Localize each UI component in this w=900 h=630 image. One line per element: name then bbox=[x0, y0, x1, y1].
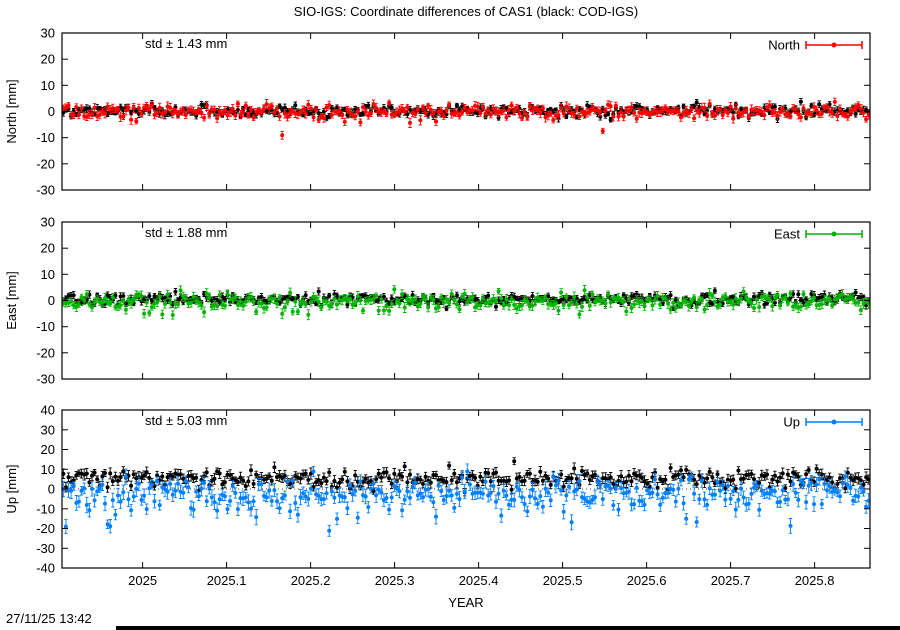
y-axis-label: Up [mm] bbox=[4, 464, 19, 513]
x-tick-label: 2025.8 bbox=[795, 573, 835, 588]
y-tick-label: 10 bbox=[41, 462, 55, 477]
y-tick-label: -40 bbox=[36, 561, 55, 576]
y-tick-label: 20 bbox=[41, 241, 55, 256]
x-tick-label: 2025.7 bbox=[711, 573, 751, 588]
panel-north: 30 20 10 0 -10 -20 -30 North [mm] std ± 1.43 mm N… bbox=[4, 26, 871, 198]
chart-title: SIO-IGS: Coordinate differences of CAS1 … bbox=[293, 4, 639, 19]
legend: North bbox=[768, 38, 863, 53]
legend: Up bbox=[783, 415, 863, 430]
series-SIO-IGS bbox=[62, 463, 870, 537]
legend-label: North bbox=[768, 38, 800, 53]
y-tick-label: 0 bbox=[48, 482, 55, 497]
x-axis-label: YEAR bbox=[448, 595, 484, 610]
series-COD-IGS bbox=[62, 457, 870, 497]
y-tick-label: 0 bbox=[48, 293, 55, 308]
timestamp: 27/11/25 13:42 bbox=[6, 611, 92, 626]
y-tick-label: 20 bbox=[41, 52, 55, 67]
series-SIO-IGS bbox=[62, 285, 870, 321]
x-tick-label: 2025.5 bbox=[543, 573, 583, 588]
std-annotation: std ± 1.88 mm bbox=[145, 225, 227, 240]
panel-up: 40 30 20 10 0 -10 -20 -30 -40 Up [mm] std ± 5.03 m… bbox=[4, 403, 871, 588]
std-annotation: std ± 5.03 mm bbox=[145, 413, 227, 428]
x-tick-label: 2025.2 bbox=[291, 573, 331, 588]
x-tick-label: 2025.3 bbox=[375, 573, 415, 588]
y-axis-label: East [mm] bbox=[4, 271, 19, 330]
legend-marker-icon bbox=[831, 42, 837, 48]
y-axis-label: North [mm] bbox=[4, 79, 19, 143]
x-tick-label: 2025.4 bbox=[459, 573, 499, 588]
std-annotation: std ± 1.43 mm bbox=[145, 36, 227, 51]
x-tick-label: 2025 bbox=[128, 573, 157, 588]
y-tick-label: 20 bbox=[41, 442, 55, 457]
y-tick-label: -30 bbox=[36, 372, 55, 387]
y-tick-label: -10 bbox=[36, 319, 55, 334]
y-tick-label: -20 bbox=[36, 521, 55, 536]
y-tick-label: 30 bbox=[41, 215, 55, 230]
y-tick-label: 40 bbox=[41, 403, 55, 418]
x-tick-label: 2025.1 bbox=[207, 573, 247, 588]
series-SIO-IGS bbox=[62, 97, 870, 140]
bottom-bar bbox=[116, 626, 900, 630]
y-tick-label: -10 bbox=[36, 501, 55, 516]
y-tick-label: 10 bbox=[41, 78, 55, 93]
y-tick-label: -30 bbox=[36, 183, 55, 198]
legend-label: Up bbox=[783, 415, 800, 430]
legend: East bbox=[774, 227, 863, 242]
legend-marker-icon bbox=[831, 419, 837, 425]
y-tick-label: 0 bbox=[48, 104, 55, 119]
y-tick-label: -10 bbox=[36, 130, 55, 145]
y-tick-label: 30 bbox=[41, 422, 55, 437]
y-tick-label: 10 bbox=[41, 267, 55, 282]
y-tick-label: 30 bbox=[41, 26, 55, 41]
y-tick-label: -30 bbox=[36, 541, 55, 556]
x-tick-label: 2025.6 bbox=[627, 573, 667, 588]
y-tick-label: -20 bbox=[36, 345, 55, 360]
y-tick-label: -20 bbox=[36, 156, 55, 171]
panel-east: 30 20 10 0 -10 -20 -30 East [mm] std ± 1.88 mm Ea… bbox=[4, 215, 871, 387]
legend-marker-icon bbox=[831, 231, 837, 237]
legend-label: East bbox=[774, 227, 800, 242]
